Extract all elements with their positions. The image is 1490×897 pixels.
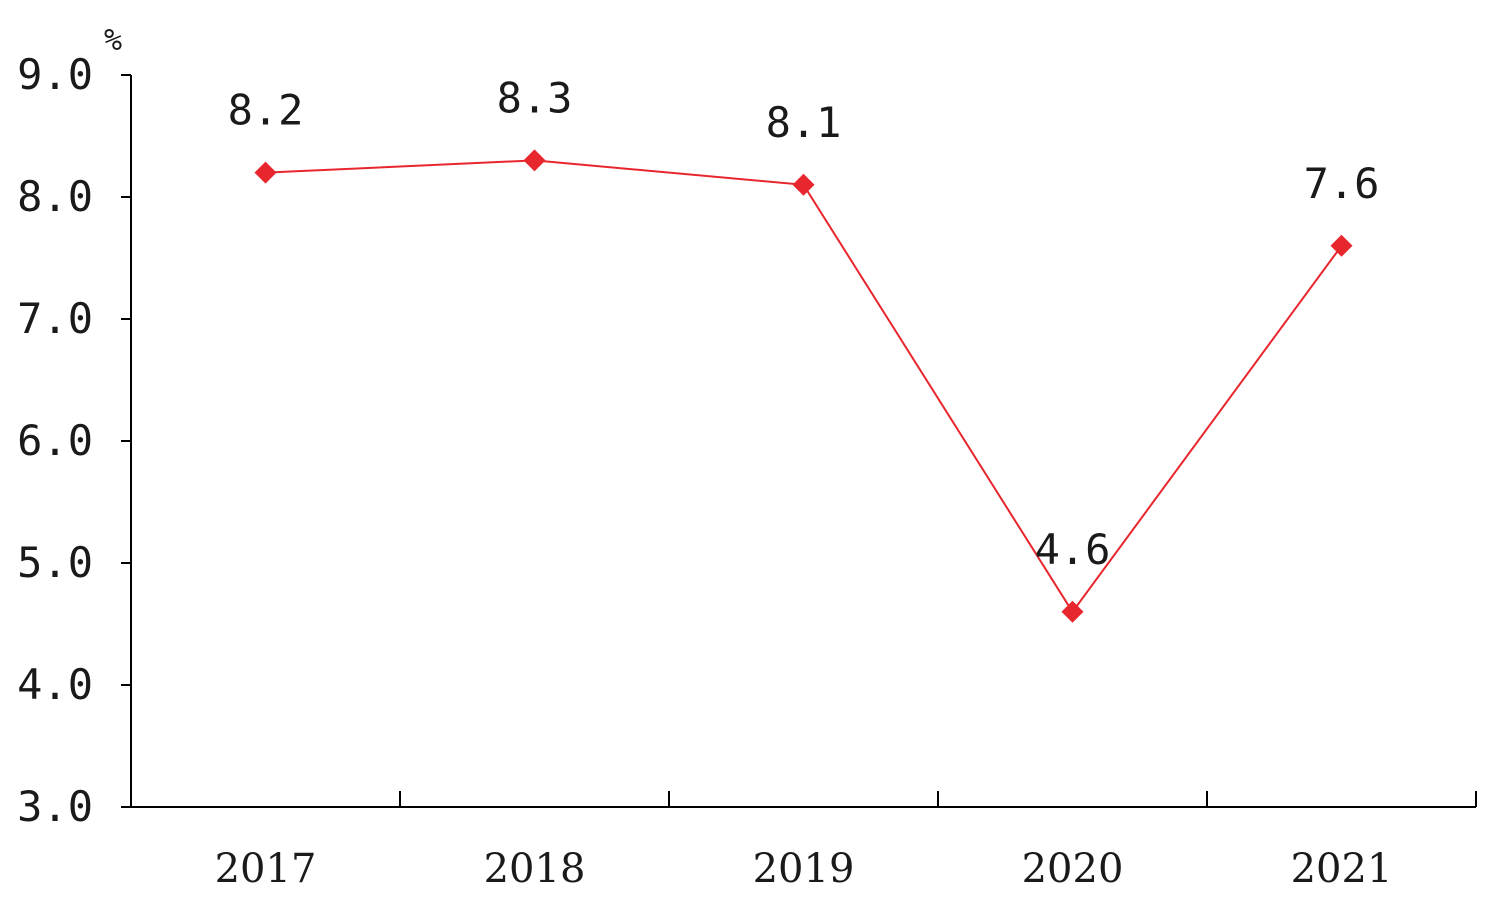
x-tick-label: 2021	[1291, 846, 1393, 892]
x-tick-label: 2020	[1022, 846, 1124, 892]
y-tick-label: 5.0	[17, 538, 93, 587]
series-line	[265, 159, 1343, 614]
data-point-marker	[523, 149, 546, 172]
y-tick-label: 4.0	[17, 660, 93, 709]
data-point-marker	[1330, 234, 1353, 257]
x-ticks: 2017 2018 2019 2020 2021	[130, 791, 1477, 892]
y-tick-label: 7.0	[17, 294, 93, 343]
data-point-marker	[1061, 600, 1084, 623]
data-label: 4.6	[1035, 525, 1111, 574]
x-tick-label: 2017	[215, 846, 317, 892]
series	[254, 149, 1353, 623]
data-label: 8.1	[766, 98, 842, 147]
y-tick-label: 9.0	[17, 50, 93, 99]
y-tick-label: 3.0	[17, 782, 93, 831]
y-tick-label: 6.0	[17, 416, 93, 465]
x-tick-label: 2019	[753, 846, 855, 892]
data-point-marker	[254, 161, 277, 184]
y-unit-label: %	[104, 23, 122, 58]
data-label: 8.3	[497, 73, 573, 122]
y-tick-label: 8.0	[17, 172, 93, 221]
y-ticks: 3.0 4.0 5.0 6.0 7.0 8.0 9.0	[17, 50, 131, 831]
data-label: 8.2	[228, 86, 304, 135]
x-tick-label: 2018	[484, 846, 586, 892]
data-labels: 8.2 8.3 8.1 4.6 7.6	[228, 73, 1380, 573]
data-point-marker	[792, 173, 815, 196]
data-label: 7.6	[1304, 159, 1380, 208]
